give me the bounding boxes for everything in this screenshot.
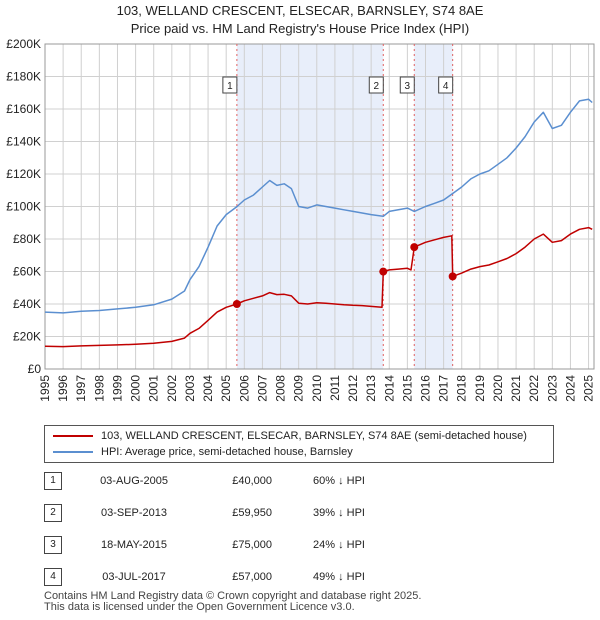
x-tick-label: 2012 — [346, 375, 360, 402]
x-tick-label: 2003 — [183, 375, 197, 402]
txn-price: £59,950 — [232, 507, 272, 519]
x-tick-label: 2001 — [147, 375, 161, 402]
x-tick-label: 2023 — [545, 375, 559, 402]
x-tick-label: 2017 — [437, 375, 451, 402]
chart-subtitle: Price paid vs. HM Land Registry's House … — [130, 21, 470, 36]
sale-point — [448, 272, 457, 281]
x-tick-label: 2011 — [328, 375, 342, 401]
txn-date: 03-JUL-2017 — [102, 571, 166, 583]
footer-copyright: Contains HM Land Registry data © Crown c… — [44, 590, 422, 602]
txn-hpi-diff: 60% ↓ HPI — [313, 475, 365, 487]
x-tick-label: 2016 — [418, 375, 432, 402]
legend: 103, WELLAND CRESCENT, ELSECAR, BARNSLEY… — [44, 425, 554, 463]
table-row: 4 03-JUL-2017 £57,000 49% ↓ HPI — [44, 568, 464, 588]
hpi-series-line — [44, 98, 593, 314]
txn-date: 03-AUG-2005 — [100, 475, 168, 487]
x-tick-label: 2004 — [201, 375, 215, 402]
x-tick-label: 1995 — [38, 375, 52, 402]
legend-item-property: 103, WELLAND CRESCENT, ELSECAR, BARNSLEY… — [53, 428, 527, 444]
sale-number-label: 3 — [404, 81, 410, 92]
x-tick-label: 2007 — [255, 375, 269, 402]
table-row: 3 18-MAY-2015 £75,000 24% ↓ HPI — [44, 536, 464, 556]
x-tick-label: 2002 — [165, 375, 179, 402]
txn-number-badge: 4 — [44, 568, 62, 586]
txn-date: 03-SEP-2013 — [100, 507, 168, 519]
txn-number-badge: 2 — [44, 504, 62, 522]
x-tick-label: 1999 — [110, 375, 124, 402]
x-tick-label: 2010 — [310, 375, 324, 402]
y-tick-label: £100K — [6, 200, 41, 214]
x-tick-label: 2025 — [582, 375, 596, 402]
y-tick-label: £60K — [13, 265, 41, 279]
x-tick-label: 2020 — [491, 375, 505, 402]
txn-price: £40,000 — [232, 475, 272, 487]
x-tick-label: 1998 — [92, 375, 106, 402]
legend-line-blue — [53, 451, 93, 453]
x-tick-label: 2018 — [455, 375, 469, 402]
y-tick-label: £160K — [6, 102, 41, 116]
sale-number-label: 2 — [373, 81, 379, 92]
x-tick-label: 2024 — [563, 375, 577, 402]
x-tick-label: 2006 — [237, 375, 251, 402]
sale-number-label: 1 — [227, 81, 233, 92]
y-tick-label: £140K — [6, 135, 41, 149]
legend-line-red — [53, 435, 93, 437]
x-tick-label: 2019 — [473, 375, 487, 402]
txn-number-badge: 1 — [44, 472, 62, 490]
txn-hpi-diff: 24% ↓ HPI — [313, 539, 365, 551]
y-tick-label: £120K — [6, 167, 41, 181]
legend-label-hpi: HPI: Average price, semi-detached house,… — [101, 446, 353, 458]
property-series-line — [44, 226, 593, 348]
x-tick-label: 2015 — [400, 375, 414, 402]
x-tick-label: 2022 — [527, 375, 541, 402]
footer-licence: This data is licensed under the Open Gov… — [44, 601, 355, 613]
sale-point — [232, 300, 241, 308]
y-tick-label: £40K — [13, 297, 41, 311]
x-tick-label: 2014 — [382, 375, 396, 402]
sale-number-label: 4 — [443, 81, 449, 92]
legend-item-hpi: HPI: Average price, semi-detached house,… — [53, 444, 353, 460]
x-tick-label: 2013 — [364, 375, 378, 402]
legend-label-property: 103, WELLAND CRESCENT, ELSECAR, BARNSLEY… — [101, 430, 527, 442]
x-tick-label: 2000 — [129, 375, 143, 402]
x-tick-label: 2021 — [509, 375, 523, 402]
x-tick-label: 1996 — [56, 375, 70, 402]
x-tick-label: 2005 — [219, 375, 233, 402]
sale-number-box — [438, 76, 454, 94]
y-tick-label: £180K — [6, 70, 41, 84]
x-tick-label: 2008 — [274, 375, 288, 402]
sale-number-box — [368, 76, 384, 94]
table-row: 2 03-SEP-2013 £59,950 39% ↓ HPI — [44, 504, 464, 524]
sale-point — [410, 243, 419, 252]
chart-title: 103, WELLAND CRESCENT, ELSECAR, BARNSLEY… — [116, 3, 484, 18]
y-tick-label: £80K — [13, 232, 41, 246]
txn-hpi-diff: 39% ↓ HPI — [313, 507, 365, 519]
plot-frame — [44, 43, 595, 370]
x-tick-label: 2009 — [292, 375, 306, 402]
txn-price: £75,000 — [232, 539, 272, 551]
y-tick-label: £200K — [6, 37, 41, 51]
txn-price: £57,000 — [232, 571, 272, 583]
sale-point — [379, 267, 388, 276]
sale-number-box — [222, 76, 238, 94]
y-tick-label: £0 — [28, 362, 42, 376]
price-chart: 1 2 3 4 £0 £20K £40K £60K £80K £100K £120K £140K £16… — [6, 37, 596, 402]
txn-hpi-diff: 49% ↓ HPI — [313, 571, 365, 583]
txn-number-badge: 3 — [44, 536, 62, 554]
table-row: 1 03-AUG-2005 £40,000 60% ↓ HPI — [44, 472, 464, 492]
x-tick-label: 1997 — [74, 375, 88, 402]
sale-number-box — [399, 76, 415, 94]
txn-date: 18-MAY-2015 — [100, 539, 168, 551]
y-tick-label: £20K — [13, 330, 41, 344]
